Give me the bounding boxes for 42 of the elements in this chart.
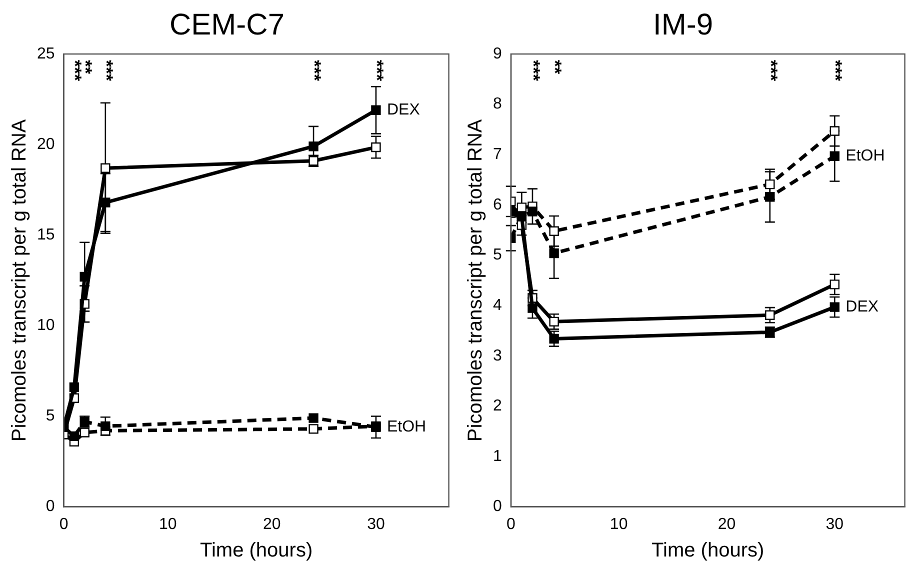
annotation: *** bbox=[760, 60, 781, 82]
x-axis-title: Time (hours) bbox=[652, 540, 764, 562]
y-axis-title: Picomoles transcript per g total RNA bbox=[8, 118, 31, 442]
x-tick-label: 10 bbox=[610, 516, 628, 533]
y-tick-label: 6 bbox=[492, 196, 502, 214]
y-tick-label: 9 bbox=[492, 45, 502, 62]
annotation: ** bbox=[545, 60, 566, 74]
y-tick-label: 4 bbox=[492, 296, 502, 314]
chart-title: CEM-C7 bbox=[169, 8, 285, 42]
annotation: *** bbox=[65, 60, 86, 82]
annotation: *** bbox=[826, 60, 846, 82]
x-tick-label: 0 bbox=[59, 516, 68, 533]
y-tick-label: 7 bbox=[492, 146, 502, 164]
x-tick-label: 10 bbox=[158, 516, 177, 533]
y-tick-label: 8 bbox=[492, 96, 502, 113]
y-tick-label: 1 bbox=[492, 448, 502, 465]
x-tick-label: 0 bbox=[506, 516, 516, 533]
annotation: *** bbox=[524, 60, 544, 82]
y-axis-title: Picomoles transcript per g total RNA bbox=[464, 118, 487, 442]
annotation: *** bbox=[366, 60, 387, 82]
y-tick-label: 5 bbox=[492, 246, 502, 264]
x-tick-label: 30 bbox=[367, 516, 385, 533]
x-tick-label: 20 bbox=[263, 516, 281, 533]
y-tick-label: 25 bbox=[37, 45, 55, 62]
y-tick-label: 2 bbox=[492, 398, 502, 415]
x-axis-title: Time (hours) bbox=[200, 540, 313, 562]
chart-title: IM-9 bbox=[653, 8, 713, 42]
y-tick-label: 10 bbox=[37, 317, 55, 334]
y-tick-label: 20 bbox=[37, 136, 55, 153]
y-tick-label: 0 bbox=[46, 498, 55, 516]
annotation: *** bbox=[304, 60, 325, 82]
y-tick-label: 5 bbox=[46, 408, 55, 425]
x-tick-label: 20 bbox=[718, 516, 736, 533]
series-label: EtOH bbox=[846, 148, 885, 165]
series-label: EtOH bbox=[386, 418, 426, 436]
series-label: DEX bbox=[386, 102, 420, 119]
series-label: DEX bbox=[846, 298, 879, 316]
y-tick-label: 15 bbox=[37, 226, 55, 244]
y-tick-label: 3 bbox=[492, 347, 502, 364]
x-tick-label: 30 bbox=[826, 516, 844, 533]
annotation: *** bbox=[96, 60, 116, 82]
y-tick-label: 0 bbox=[492, 498, 502, 516]
